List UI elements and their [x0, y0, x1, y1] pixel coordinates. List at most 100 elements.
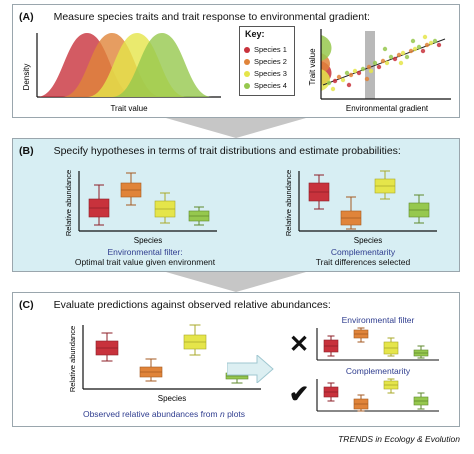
box-species-2	[340, 196, 362, 230]
panel-c-title: (C) Evaluate predictions against observed…	[19, 299, 331, 311]
panel-c-label: (C)	[19, 299, 34, 311]
compare-arrow-icon	[227, 355, 274, 383]
scatter-point	[410, 38, 416, 44]
density-xlabel: Trait value	[110, 104, 148, 113]
panel-a: (A) Measure species traits and trait resp…	[12, 4, 460, 118]
scatter-point	[396, 52, 402, 58]
scatter-point	[422, 34, 428, 40]
env-filter-name: Environmental filter:	[107, 247, 183, 257]
journal-footer: TRENDS in Ecology & Evolution	[338, 434, 460, 444]
env-filter-ylabel: Relative abundance	[64, 170, 73, 236]
observed-xlabel: Species	[158, 394, 186, 403]
scatter-point	[336, 74, 342, 80]
species-3-swatch	[244, 71, 250, 78]
complementarity-boxes	[308, 170, 430, 230]
observed-caption-suffix: plots	[224, 409, 246, 419]
panel-c: (C) Evaluate predictions against observed…	[12, 292, 460, 427]
panel-b-heading: Specify hypotheses in terms of trait dis…	[53, 145, 401, 157]
scatter-point	[436, 42, 442, 48]
observed-caption-n: n	[219, 409, 225, 419]
density-ylabel: Density	[22, 64, 31, 91]
panel-a-title: (A) Measure species traits and trait resp…	[19, 11, 370, 23]
box-species-2	[353, 327, 369, 343]
key-label-species-2: Species 2	[254, 57, 287, 66]
observed-ylabel: Relative abundance	[68, 326, 77, 392]
scatter-plot: Trait value Environmental gradient	[308, 29, 451, 113]
key-item-species-1: Species 1	[244, 45, 287, 54]
scatter-point	[368, 68, 374, 74]
box-species-1	[88, 184, 110, 226]
density-curve-species-4	[112, 33, 212, 97]
accept-check-icon: ✔	[289, 381, 310, 408]
box-species-4	[413, 392, 429, 410]
box-species-2	[353, 394, 369, 412]
scatter-point	[420, 48, 426, 54]
complementarity-xlabel: Species	[354, 236, 382, 245]
species-1-swatch	[244, 47, 250, 54]
box-species-3	[154, 192, 176, 224]
scatter-point	[384, 60, 390, 66]
scatter-point	[360, 66, 366, 72]
key-item-species-2: Species 2	[244, 57, 287, 66]
scatter-point	[344, 70, 350, 76]
complementarity-boxplot: Relative abundance Species	[284, 170, 437, 245]
species-4-swatch	[244, 83, 250, 90]
panel-b: (B) Specify hypotheses in terms of trait …	[12, 138, 460, 272]
box-species-3	[183, 324, 207, 356]
key-label-species-4: Species 4	[254, 81, 287, 90]
box-species-2	[139, 358, 163, 382]
key-label-species-1: Species 1	[254, 45, 287, 54]
scatter-point	[432, 38, 438, 44]
key-label-species-3: Species 3	[254, 69, 287, 78]
scatter-point	[376, 64, 382, 70]
observed-caption: Observed relative abundances from n plot…	[69, 409, 259, 419]
reject-x-icon: ✕	[289, 331, 310, 358]
scatter-point	[356, 70, 362, 76]
box-species-3	[383, 378, 399, 394]
scatter-point	[412, 46, 418, 52]
key-item-species-4: Species 4	[244, 81, 287, 90]
scatter-point	[380, 58, 386, 64]
scatter-point	[348, 72, 354, 78]
trait-distribution-species-3	[321, 69, 330, 91]
panel-b-label: (B)	[19, 145, 34, 157]
box-species-4	[188, 206, 210, 226]
scatter-point	[330, 86, 336, 92]
panel-b-title: (B) Specify hypotheses in terms of trait …	[19, 145, 401, 157]
key-title: Key:	[245, 29, 265, 39]
env-filter-xlabel: Species	[134, 236, 162, 245]
density-plot: Density Trait value	[22, 33, 221, 113]
scatter-point	[346, 82, 352, 88]
scatter-point	[352, 68, 358, 74]
box-species-3	[383, 337, 399, 357]
scatter-point	[424, 42, 430, 48]
eval-complementarity-boxplot	[316, 378, 439, 412]
scatter-ylabel: Trait value	[308, 48, 317, 86]
observed-caption-prefix: Observed relative abundances from	[82, 409, 220, 419]
scatter-point	[332, 78, 338, 84]
key-item-species-3: Species 3	[244, 69, 287, 78]
scatter-point	[364, 76, 370, 82]
scatter-point	[392, 56, 398, 62]
box-species-1	[308, 174, 330, 210]
trait-distribution-species-4	[321, 35, 332, 61]
complementarity-ylabel: Relative abundance	[284, 170, 293, 236]
panel-a-label: (A)	[19, 11, 34, 23]
eval-complementarity-boxes	[323, 378, 429, 412]
box-species-2	[120, 172, 142, 206]
eval-complementarity-label: Complementarity	[345, 366, 411, 376]
box-species-3	[374, 170, 396, 200]
box-species-1	[323, 335, 339, 357]
panel-c-heading: Evaluate predictions against observed re…	[53, 299, 331, 311]
complementarity-description: Trait differences selected	[315, 257, 411, 267]
env-filter-description: Optimal trait value given environment	[74, 257, 216, 267]
scatter-point	[400, 50, 406, 56]
scatter-point	[404, 54, 410, 60]
observed-boxes	[95, 324, 249, 384]
box-species-1	[323, 382, 339, 402]
arrow-a-to-b-icon	[166, 118, 306, 138]
scatter-point	[398, 60, 404, 66]
gradient-highlight-band	[365, 31, 375, 99]
complementarity-name: Complementarity	[330, 247, 396, 257]
box-species-1	[95, 332, 119, 362]
